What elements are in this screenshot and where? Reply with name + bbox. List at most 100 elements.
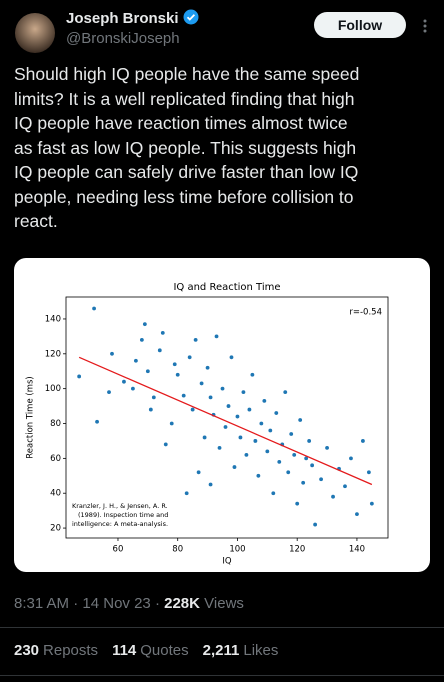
y-tick-label: 140 [45,314,61,324]
y-tick-label: 60 [50,454,61,464]
data-point [268,428,273,433]
data-point [307,439,312,443]
data-point [199,381,204,386]
text-line: Should high IQ people have the same spee… [14,64,360,84]
metric-label[interactable]: Quotes [140,642,189,659]
data-point [325,446,329,450]
metric-value[interactable]: 114 [112,642,137,659]
data-point [313,522,318,527]
data-point [331,494,335,499]
date: 14 Nov 23 [82,595,151,612]
data-point [319,477,323,482]
data-point [244,452,249,457]
data-point [265,449,270,454]
text-line: IQ people can safely drive faster than l… [14,162,359,182]
data-point [163,442,168,447]
data-point [107,390,111,395]
fit-line [78,356,373,486]
x-axis-label: IQ [222,557,232,567]
data-point [122,379,126,384]
data-point [110,351,114,356]
data-point [349,456,353,461]
author-handle[interactable]: @BronskiJoseph [66,30,180,47]
plot-frame [65,296,389,539]
metric[interactable]: 2,211 Likes [203,642,279,659]
data-point [208,395,213,400]
views-count: 228K [164,595,200,612]
metric-label[interactable]: Reposts [43,642,99,659]
text-line: limits? It is a well replicated finding … [14,88,355,109]
data-point [295,501,300,506]
text-line: react. [14,211,58,231]
x-tick-label: 60 [113,545,124,555]
data-point [184,491,189,496]
x-tick-label: 140 [349,545,365,555]
text-line: people, needing less time before collisi… [14,186,354,207]
data-point [190,407,195,412]
data-point [148,407,153,412]
data-point [283,390,288,395]
data-point [226,404,231,408]
y-tick-label: 100 [45,384,61,394]
citation: Kranzler, J. H., & Jensen, A. R. [72,502,168,510]
data-point [274,411,279,415]
data-point [151,395,156,400]
data-point [369,501,374,506]
data-point [286,470,291,475]
author-name-text[interactable]: Joseph Bronski [66,10,179,27]
data-point [289,432,294,436]
x-tick-label: 120 [289,545,305,555]
verified-badge [183,9,199,25]
citation: intelligence: A meta-analysis. [72,520,168,528]
avatar[interactable] [14,12,56,54]
metric-value[interactable]: 2,211 [202,642,240,659]
tweet-footer: 8:31 AM · 14 Nov 23 · 228K Views [14,595,244,612]
time: 8:31 AM [14,595,70,612]
separator: · [154,595,160,612]
data-point [241,390,246,395]
y-tick-label: 80 [50,419,61,429]
data-point [95,419,99,424]
data-point [157,348,162,353]
data-point [175,372,180,377]
follow-button[interactable]: Follow [314,12,406,38]
data-point [235,414,240,419]
author-name[interactable]: Joseph Bronski [66,9,199,27]
metric-value[interactable]: 230 [14,642,40,659]
metric[interactable]: 114 Quotes [112,642,189,659]
data-point [214,334,219,339]
data-point [292,452,297,457]
data-point [277,459,282,464]
data-point [172,362,177,367]
data-point [139,337,144,342]
data-point [205,365,210,370]
x-tick-label: 80 [172,545,183,555]
chart-image[interactable]: IQ and Reaction Time 60 80 100 120 140 20 40 60 8… [14,258,430,572]
data-point [232,465,237,469]
data-point [193,337,198,342]
annotation: r=-0.54 [349,308,382,318]
data-point [253,439,258,443]
metric[interactable]: 230 Reposts [14,642,98,659]
text-line: as fast as low IQ people. This suggests … [14,137,357,158]
more-menu[interactable] [420,18,430,34]
views-label: Views [204,595,244,612]
data-point [271,491,276,496]
data-point [262,398,267,403]
y-tick-label: 20 [50,524,61,534]
data-point [343,484,347,489]
data-point [202,435,207,440]
data-point [169,421,174,426]
divider [0,627,444,628]
data-point [304,456,309,461]
x-tick-label: 100 [229,545,245,555]
data-point [298,418,303,422]
text-line: IQ people have reaction times almost twi… [14,113,348,133]
metric-label[interactable]: Likes [243,642,279,659]
y-tick-label: 40 [50,489,61,499]
metrics: 230 Reposts 114 Quotes 2,211 Likes [14,642,292,659]
data-point [301,480,306,485]
chart-title: IQ and Reaction Time [173,282,280,293]
data-point [220,386,225,391]
